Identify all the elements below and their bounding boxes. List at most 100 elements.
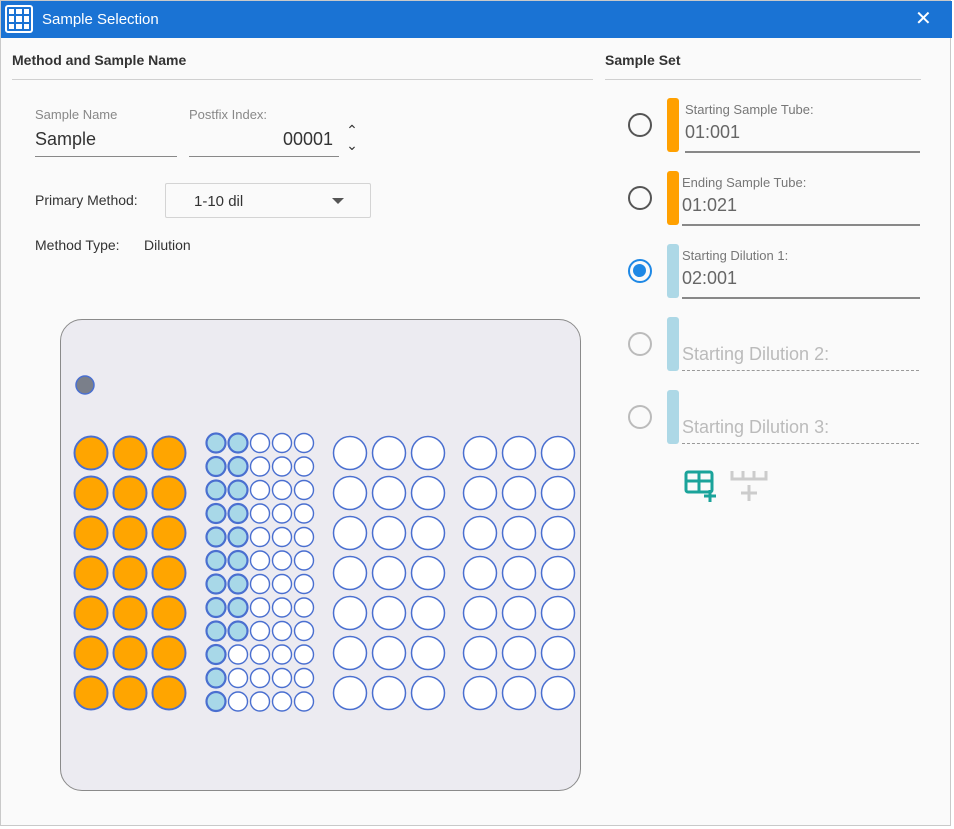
rack1-tube[interactable] [73,555,109,591]
rack2-tube[interactable] [227,644,249,665]
rack2-tube[interactable] [205,526,227,548]
rack2-tube[interactable] [249,432,271,454]
rack2-tube[interactable] [293,667,315,689]
rack4-tube[interactable] [462,435,498,471]
rack1-tube[interactable] [112,435,148,471]
rack4-tube[interactable] [501,595,537,631]
rack3-tube[interactable] [410,475,446,511]
rack2-tube[interactable] [271,597,293,618]
rack2-tube[interactable] [227,455,249,478]
rack2-tube[interactable] [249,597,271,618]
rack2-tube[interactable] [293,644,315,665]
rack4-tube[interactable] [501,675,537,711]
rack2-tube[interactable] [293,620,315,642]
rack3-tube[interactable] [332,675,368,711]
sample-set-radio-2[interactable] [628,259,652,283]
rack2-tube[interactable] [227,526,249,548]
sample-set-field-input[interactable]: 01:001 [685,122,741,142]
rack2-tube[interactable] [293,550,315,571]
rack4-tube[interactable] [540,675,576,711]
rack2-tube[interactable] [271,667,293,689]
rack1-tube[interactable] [151,515,187,551]
rack2-tube[interactable] [205,479,227,501]
rack3-tube[interactable] [410,515,446,551]
rack2-tube[interactable] [205,690,227,713]
rack1-tube[interactable] [73,595,109,631]
rack4-tube[interactable] [501,475,537,511]
rack3-tube[interactable] [410,595,446,631]
rack2-tube[interactable] [271,691,293,712]
postfix-index-input[interactable]: 00001 [282,129,333,149]
rack3-tube[interactable] [371,475,407,511]
sample-set-radio-3[interactable] [628,332,652,356]
chevron-down-icon[interactable]: ⌄ [346,137,358,153]
rack2-tube[interactable] [249,644,271,665]
rack3-tube[interactable] [410,635,446,671]
rack1-tube[interactable] [151,475,187,511]
rack1-tube[interactable] [73,435,109,471]
rack3-tube[interactable] [332,435,368,471]
rack2-tube[interactable] [205,502,227,525]
rack4-tube[interactable] [501,555,537,591]
rack3-tube[interactable] [332,595,368,631]
rack2-tube[interactable] [271,503,293,524]
rack2-tube[interactable] [249,526,271,548]
rack2-tube[interactable] [205,432,227,454]
rack2-tube[interactable] [293,456,315,477]
rack2-tube[interactable] [249,479,271,501]
rack2-tube[interactable] [293,432,315,454]
rack2-tube[interactable] [293,479,315,501]
rack1-tube[interactable] [151,595,187,631]
rack4-tube[interactable] [462,635,498,671]
rack2-tube[interactable] [227,596,249,619]
rack1-tube[interactable] [112,635,148,671]
rack2-tube[interactable] [227,620,249,642]
rack2-tube[interactable] [249,691,271,712]
close-icon[interactable]: ✕ [915,8,932,30]
rack2-tube[interactable] [271,550,293,571]
rack2-tube[interactable] [205,667,227,689]
rack4-tube[interactable] [540,435,576,471]
rack3-tube[interactable] [371,635,407,671]
rack4-tube[interactable] [501,435,537,471]
rack2-tube[interactable] [271,479,293,501]
rack2-tube[interactable] [227,667,249,689]
sample-set-radio-1[interactable] [628,186,652,210]
rack2-tube[interactable] [249,573,271,595]
rack3-tube[interactable] [371,435,407,471]
rack2-tube[interactable] [227,573,249,595]
rack3-tube[interactable] [371,555,407,591]
rack1-tube[interactable] [151,675,187,711]
rack3-tube[interactable] [410,435,446,471]
postfix-stepper[interactable]: ⌃ ⌄ [345,123,359,153]
rack2-tube[interactable] [293,573,315,595]
sample-set-field-input[interactable]: 01:021 [682,195,738,215]
sample-set-radio-0[interactable] [628,113,652,137]
rack1-tube[interactable] [151,435,187,471]
rack1-tube[interactable] [73,515,109,551]
rack2-tube[interactable] [271,526,293,548]
rack4-tube[interactable] [540,635,576,671]
rack1-tube[interactable] [151,555,187,591]
primary-method-select[interactable]: 1-10 dil [165,183,371,218]
rack2-tube[interactable] [293,526,315,548]
rack3-tube[interactable] [371,515,407,551]
rack2-tube[interactable] [271,644,293,665]
rack2-tube[interactable] [227,432,249,454]
rack4-tube[interactable] [462,555,498,591]
rack1-tube[interactable] [112,475,148,511]
rack3-tube[interactable] [371,675,407,711]
rack3-tube[interactable] [371,595,407,631]
rack3-tube[interactable] [332,515,368,551]
rack4-tube[interactable] [462,675,498,711]
rack2-tube[interactable] [271,456,293,477]
rack4-tube[interactable] [462,595,498,631]
rack3-tube[interactable] [332,635,368,671]
sample-set-field-input[interactable]: 02:001 [682,268,738,288]
rack2-tube[interactable] [271,432,293,454]
rack4-tube[interactable] [540,475,576,511]
rack3-tube[interactable] [410,555,446,591]
rack1-tube[interactable] [73,635,109,671]
rack2-tube[interactable] [227,691,249,712]
rack2-tube[interactable] [205,573,227,595]
